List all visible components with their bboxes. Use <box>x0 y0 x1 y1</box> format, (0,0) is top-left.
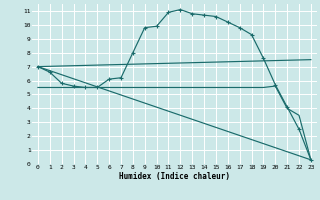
X-axis label: Humidex (Indice chaleur): Humidex (Indice chaleur) <box>119 172 230 181</box>
